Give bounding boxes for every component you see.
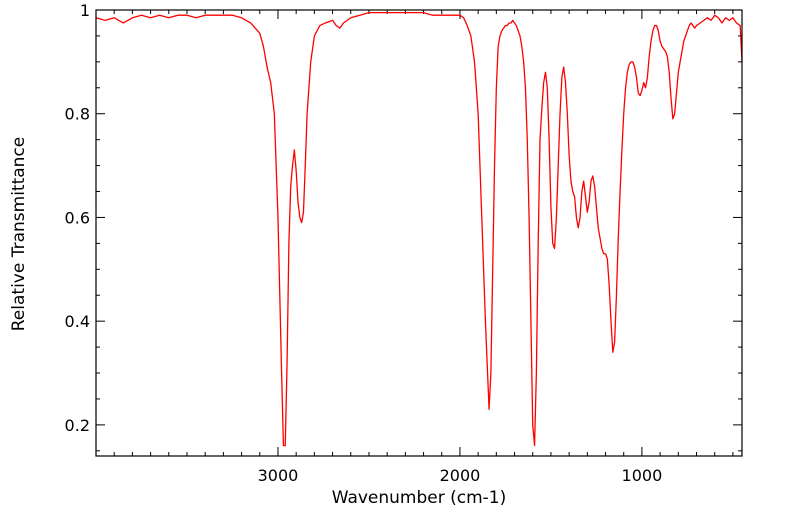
y-tick-label: 0.8 [65, 105, 90, 124]
x-tick-label: 3000 [258, 466, 299, 485]
y-axis-title: Relative Transmittance [9, 137, 29, 332]
y-tick-label: 1 [80, 1, 90, 20]
x-tick-label: 1000 [622, 466, 663, 485]
x-tick-label: 2000 [440, 466, 481, 485]
plot-frame [95, 9, 743, 457]
axis-ticks [95, 9, 742, 456]
x-axis-title: Wavenumber (cm-1) [332, 488, 507, 508]
y-tick-label: 0.4 [65, 312, 90, 331]
y-tick-label: 0.2 [65, 416, 90, 435]
transmittance-series-line [95, 11, 743, 447]
y-tick-label: 0.6 [65, 208, 90, 227]
axis-tick-labels: 3000 2000 1000 0.2 0.4 0.6 0.8 1 [65, 1, 663, 485]
